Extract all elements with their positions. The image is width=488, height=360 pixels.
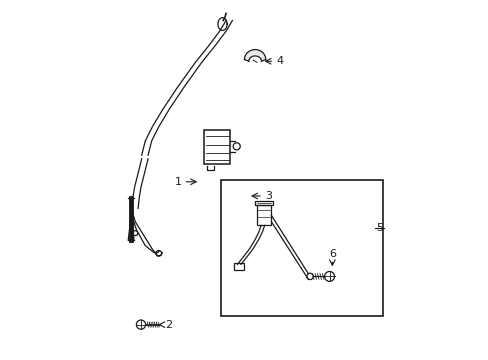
Text: 2: 2 xyxy=(164,320,171,330)
Text: 3: 3 xyxy=(264,191,271,201)
Bar xyxy=(256,205,271,225)
Text: 1: 1 xyxy=(174,177,181,187)
Bar xyxy=(233,263,244,270)
Text: 4: 4 xyxy=(276,56,283,66)
Text: 6: 6 xyxy=(328,249,335,259)
Polygon shape xyxy=(244,50,265,61)
Bar xyxy=(255,201,272,205)
Bar xyxy=(221,180,382,316)
Text: 5: 5 xyxy=(375,223,382,233)
Bar xyxy=(203,130,230,164)
